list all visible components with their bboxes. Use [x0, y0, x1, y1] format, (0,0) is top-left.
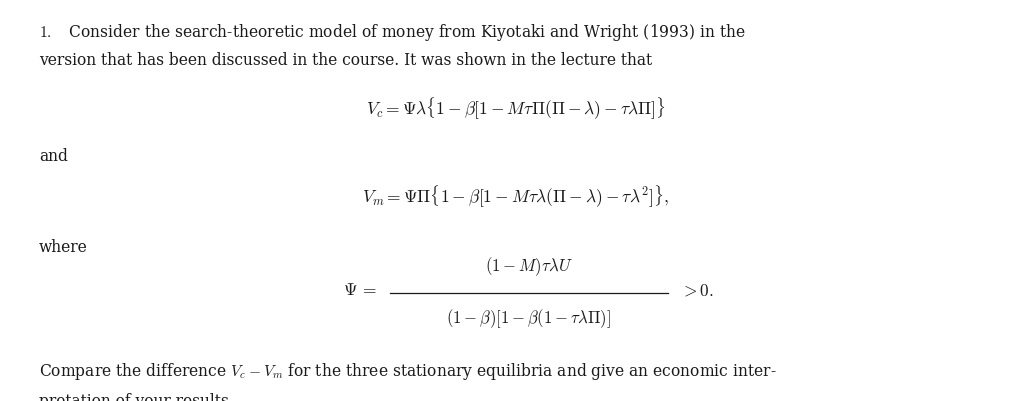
- Text: $>0.$: $>0.$: [680, 282, 714, 299]
- Text: $V_m = \Psi\Pi\{1 - \beta[1 - M\tau\lambda(\Pi - \lambda) - \tau\lambda^2]\},$: $V_m = \Psi\Pi\{1 - \beta[1 - M\tau\lamb…: [362, 184, 669, 211]
- Text: $V_c = \Psi\lambda\{1 - \beta[1 - M\tau\Pi(\Pi - \lambda) - \tau\lambda\Pi]\}$: $V_c = \Psi\lambda\{1 - \beta[1 - M\tau\…: [366, 96, 665, 122]
- Text: pretation of your results.: pretation of your results.: [39, 393, 234, 401]
- Text: Compare the difference $V_c - V_m$ for the three stationary equilibria and give : Compare the difference $V_c - V_m$ for t…: [39, 361, 777, 382]
- Text: $\mathbf{1.}$   Consider the search-theoretic model of money from Kiyotaki and W: $\mathbf{1.}$ Consider the search-theore…: [39, 22, 746, 43]
- Text: version that has been discussed in the course. It was shown in the lecture that: version that has been discussed in the c…: [39, 52, 653, 69]
- Text: $(1-\beta)[1-\beta(1-\tau\lambda\Pi)]$: $(1-\beta)[1-\beta(1-\tau\lambda\Pi)]$: [446, 308, 611, 330]
- Text: where: where: [39, 239, 88, 255]
- Text: and: and: [39, 148, 68, 165]
- Text: $\Psi\,=$: $\Psi\,=$: [342, 282, 376, 299]
- Text: $(1 - M)\tau\lambda U$: $(1 - M)\tau\lambda U$: [485, 255, 573, 278]
